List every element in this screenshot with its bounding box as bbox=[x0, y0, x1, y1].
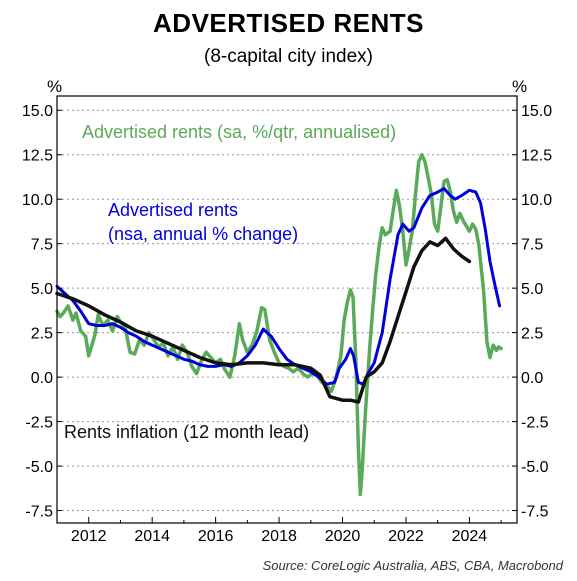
chart-subtitle: (8-capital city index) bbox=[204, 46, 373, 67]
black-series-line bbox=[55, 236, 472, 404]
chart-title: ADVERTISED RENTS bbox=[153, 8, 424, 38]
left-y-tick-label: 5.0 bbox=[31, 281, 53, 298]
left-y-tick-label: -5.0 bbox=[25, 459, 53, 476]
x-tick-label: 2018 bbox=[261, 528, 297, 545]
left-y-tick-label: 0.0 bbox=[31, 370, 53, 387]
left-y-tick-label: 12.5 bbox=[22, 148, 53, 165]
left-axis-unit: % bbox=[47, 77, 62, 96]
x-tick-label: 2024 bbox=[452, 528, 488, 545]
right-axis-unit: % bbox=[512, 77, 527, 96]
right-y-tick-label: 2.5 bbox=[521, 326, 543, 343]
x-tick-label: 2022 bbox=[388, 528, 424, 545]
right-y-tick-label: 15.0 bbox=[521, 103, 552, 120]
x-tick-label: 2014 bbox=[134, 528, 170, 545]
left-y-tick-label: 7.5 bbox=[31, 237, 53, 254]
x-tick-label: 2016 bbox=[198, 528, 234, 545]
tick-layer: 15.0 15.0 12.5 12.5 10.0 10.0 7.5 7.5 5.0 5.0 2.5 2… bbox=[22, 103, 552, 545]
x-tick-label: 2012 bbox=[71, 528, 107, 545]
right-y-tick-label: -5.0 bbox=[521, 459, 549, 476]
left-y-tick-label: 15.0 bbox=[22, 103, 53, 120]
blue-series-label: Advertised rents bbox=[108, 200, 238, 220]
left-y-tick-label: 10.0 bbox=[22, 192, 53, 209]
black-series-label: Rents inflation (12 month lead) bbox=[64, 422, 309, 442]
right-y-tick-label: 7.5 bbox=[521, 237, 543, 254]
right-y-tick-label: 12.5 bbox=[521, 148, 552, 165]
series-layer bbox=[55, 152, 503, 497]
series-label-layer: Advertised rents (sa, %/qtr, annualised)… bbox=[64, 122, 396, 442]
left-y-tick-label: -7.5 bbox=[25, 504, 53, 521]
right-y-tick-label: -2.5 bbox=[521, 415, 549, 432]
left-y-tick-label: -2.5 bbox=[25, 415, 53, 432]
blue-series-label: (nsa, annual % change) bbox=[108, 224, 298, 244]
plot-frame bbox=[56, 95, 518, 524]
right-y-tick-label: 10.0 bbox=[521, 192, 552, 209]
source-note: Source: CoreLogic Australia, ABS, CBA, M… bbox=[262, 558, 563, 573]
left-y-tick-label: 2.5 bbox=[31, 326, 53, 343]
right-y-tick-label: 5.0 bbox=[521, 281, 543, 298]
right-y-tick-label: -7.5 bbox=[521, 504, 549, 521]
blue-series-line bbox=[55, 187, 502, 386]
grid-layer bbox=[57, 109, 517, 512]
green-series-label: Advertised rents (sa, %/qtr, annualised) bbox=[82, 122, 396, 142]
right-y-tick-label: 0.0 bbox=[521, 370, 543, 387]
x-tick-label: 2020 bbox=[325, 528, 361, 545]
